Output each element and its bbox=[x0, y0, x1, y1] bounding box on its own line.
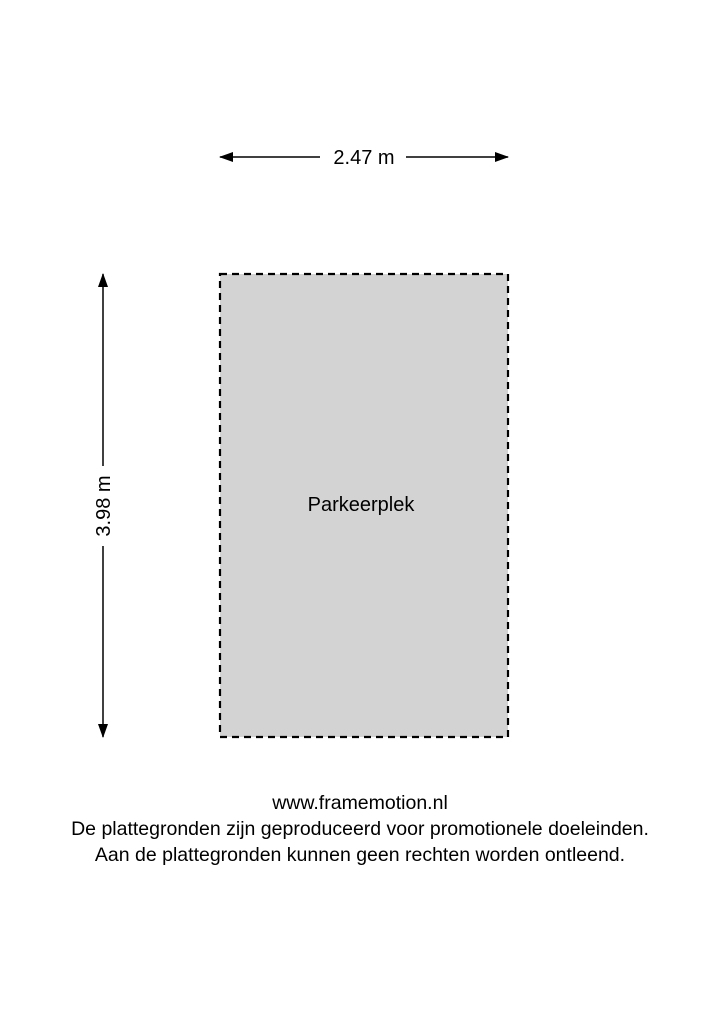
disclaimer-line-2: Aan de plattegronden kunnen geen rechten… bbox=[94, 844, 626, 866]
width-label: 2.47 m bbox=[333, 147, 394, 169]
width-dimension: 2.47 m bbox=[219, 147, 509, 169]
height-label: 3.98 m bbox=[93, 475, 115, 536]
disclaimer-line-1: De plattegronden zijn geproduceerd voor … bbox=[71, 818, 649, 840]
room-label: Parkeerplek bbox=[308, 494, 416, 516]
height-dimension: 3.98 m bbox=[93, 273, 115, 738]
website-link[interactable]: www.framemotion.nl bbox=[272, 792, 448, 814]
room-parkeerplek bbox=[218, 272, 510, 739]
